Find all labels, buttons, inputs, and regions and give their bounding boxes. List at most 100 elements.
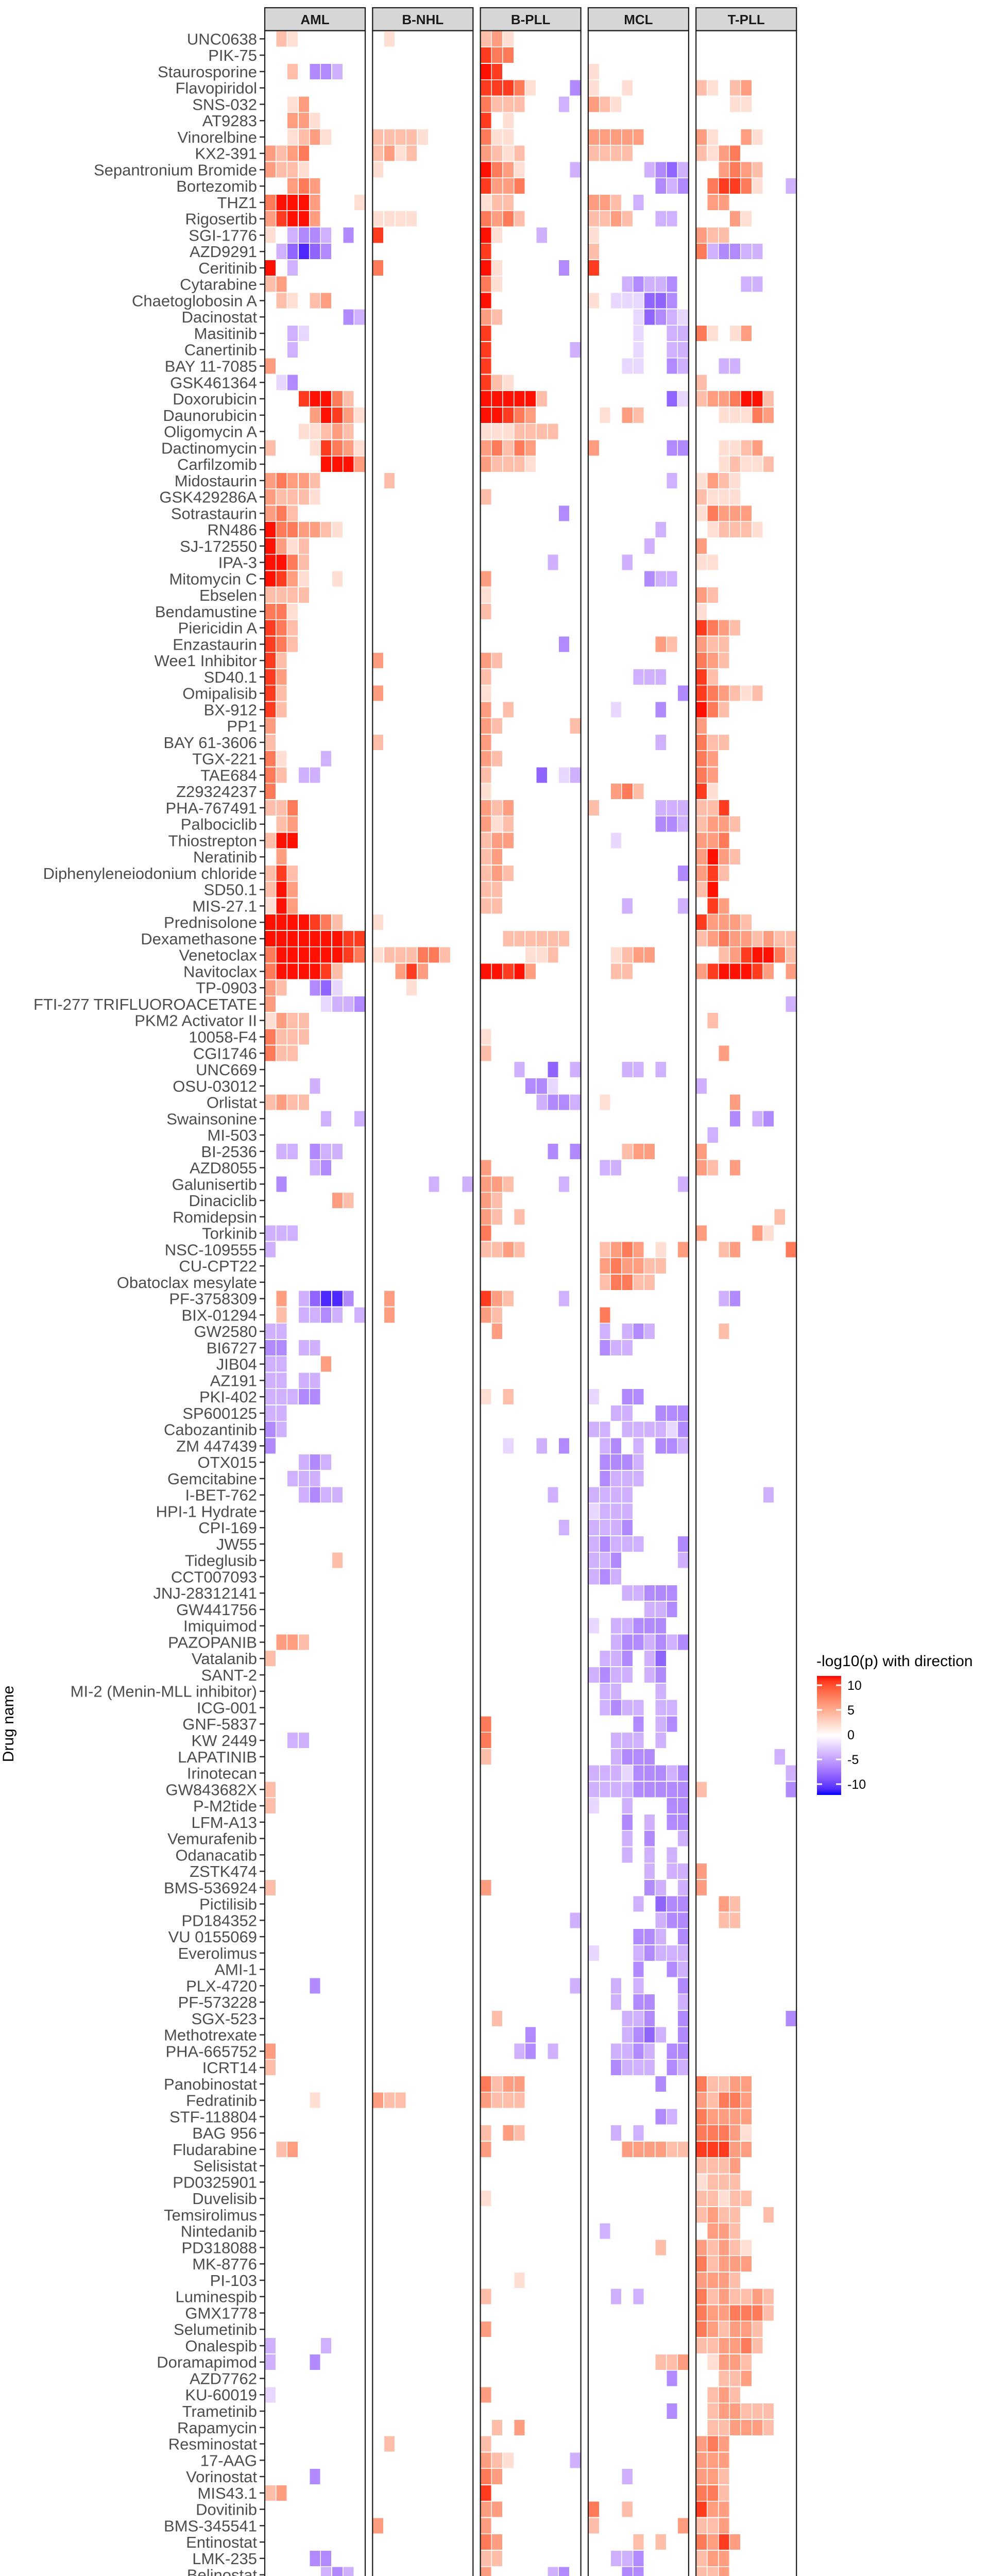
svg-text:VU 0155069: VU 0155069 <box>168 1928 257 1946</box>
svg-text:Ceritinib: Ceritinib <box>198 259 257 277</box>
svg-text:ICG-001: ICG-001 <box>197 1699 257 1717</box>
svg-text:Galunisertib: Galunisertib <box>172 1175 257 1193</box>
svg-text:17-AAG: 17-AAG <box>200 2451 257 2469</box>
svg-text:Dovitinib: Dovitinib <box>196 2501 257 2519</box>
svg-text:PI-103: PI-103 <box>210 2272 257 2290</box>
svg-text:SGX-523: SGX-523 <box>191 2010 257 2028</box>
svg-text:TAE684: TAE684 <box>200 766 257 784</box>
svg-text:MIS43.1: MIS43.1 <box>198 2484 257 2502</box>
svg-text:MI-503: MI-503 <box>208 1126 257 1144</box>
svg-text:Fedratinib: Fedratinib <box>186 2092 257 2110</box>
svg-text:Luminespib: Luminespib <box>175 2288 257 2306</box>
svg-text:NSC-109555: NSC-109555 <box>165 1241 257 1259</box>
svg-text:P-M2tide: P-M2tide <box>193 1797 257 1815</box>
svg-text:PD184352: PD184352 <box>181 1911 257 1929</box>
svg-text:Resminostat: Resminostat <box>168 2435 258 2453</box>
svg-text:MI-2 (Menin-MLL inhibitor): MI-2 (Menin-MLL inhibitor) <box>71 1683 257 1701</box>
svg-text:Pictilisib: Pictilisib <box>199 1895 257 1913</box>
svg-text:Oligomycin A: Oligomycin A <box>164 423 257 441</box>
svg-text:I-BET-762: I-BET-762 <box>185 1486 257 1504</box>
svg-text:5: 5 <box>847 1703 855 1718</box>
svg-text:Mitomycin C: Mitomycin C <box>169 570 257 588</box>
svg-text:UNC669: UNC669 <box>196 1061 257 1079</box>
svg-text:Diphenyleneiodonium chloride: Diphenyleneiodonium chloride <box>43 865 257 883</box>
svg-text:RN486: RN486 <box>208 521 258 539</box>
svg-text:Belinostat: Belinostat <box>187 2566 258 2576</box>
svg-text:Torkinib: Torkinib <box>202 1225 257 1243</box>
svg-text:PP1: PP1 <box>227 717 257 735</box>
svg-text:Romidepsin: Romidepsin <box>173 1208 257 1226</box>
svg-text:Orlistat: Orlistat <box>207 1094 258 1112</box>
svg-text:Ebselen: Ebselen <box>199 586 257 604</box>
svg-text:SD50.1: SD50.1 <box>204 881 257 899</box>
svg-text:Bendamustine: Bendamustine <box>155 603 257 621</box>
svg-text:IPA-3: IPA-3 <box>218 554 257 572</box>
svg-text:OTX015: OTX015 <box>198 1453 257 1471</box>
svg-text:Dacinostat: Dacinostat <box>182 308 258 326</box>
svg-text:BAY 11-7085: BAY 11-7085 <box>165 358 257 376</box>
svg-text:UNC0638: UNC0638 <box>187 30 257 48</box>
svg-text:Daunorubicin: Daunorubicin <box>163 406 257 425</box>
svg-text:Irinotecan: Irinotecan <box>187 1765 257 1783</box>
svg-text:Cytarabine: Cytarabine <box>180 276 257 294</box>
svg-text:Nintedanib: Nintedanib <box>181 2223 257 2241</box>
svg-text:Rapamycin: Rapamycin <box>177 2419 257 2437</box>
svg-text:Chaetoglobosin A: Chaetoglobosin A <box>132 292 257 310</box>
svg-text:MCL: MCL <box>624 12 653 27</box>
svg-text:PAZOPANIB: PAZOPANIB <box>168 1634 257 1652</box>
svg-text:Doxorubicin: Doxorubicin <box>173 390 257 408</box>
svg-text:JIB04: JIB04 <box>216 1355 257 1374</box>
svg-text:Enzastaurin: Enzastaurin <box>173 635 257 653</box>
svg-text:AMI-1: AMI-1 <box>214 1961 257 1979</box>
svg-text:OSU-03012: OSU-03012 <box>173 1077 257 1095</box>
svg-text:PKM2 Activator II: PKM2 Activator II <box>134 1012 257 1030</box>
svg-text:Navitoclax: Navitoclax <box>183 963 257 981</box>
svg-text:-log10(p) with direction: -log10(p) with direction <box>816 1653 973 1670</box>
svg-text:Midostaurin: Midostaurin <box>175 472 257 490</box>
svg-text:SP600125: SP600125 <box>182 1404 257 1422</box>
svg-text:CCT007093: CCT007093 <box>171 1568 257 1586</box>
svg-text:0: 0 <box>847 1728 855 1742</box>
svg-text:AZ191: AZ191 <box>210 1371 257 1389</box>
svg-text:Flavopiridol: Flavopiridol <box>175 79 257 97</box>
svg-text:Rigosertib: Rigosertib <box>185 210 257 228</box>
svg-text:Canertinib: Canertinib <box>184 341 257 359</box>
svg-text:Carfilzomib: Carfilzomib <box>177 455 257 473</box>
svg-text:HPI-1 Hydrate: HPI-1 Hydrate <box>156 1502 257 1520</box>
svg-text:SANT-2: SANT-2 <box>201 1666 257 1684</box>
svg-text:Omipalisib: Omipalisib <box>182 685 257 703</box>
svg-text:MIS-27.1: MIS-27.1 <box>192 897 257 915</box>
svg-text:B-PLL: B-PLL <box>511 12 551 27</box>
svg-text:GNF-5837: GNF-5837 <box>182 1715 257 1733</box>
svg-text:Panobinostat: Panobinostat <box>164 2075 257 2093</box>
svg-text:AML: AML <box>300 12 329 27</box>
svg-text:Vinorelbine: Vinorelbine <box>177 128 257 146</box>
svg-text:Dexamethasone: Dexamethasone <box>141 930 257 948</box>
svg-text:BAY 61-3606: BAY 61-3606 <box>163 734 257 752</box>
svg-text:CPI-169: CPI-169 <box>198 1519 257 1537</box>
svg-text:AZD7762: AZD7762 <box>190 2370 257 2388</box>
svg-text:Swainsonine: Swainsonine <box>166 1110 257 1128</box>
svg-text:Dinaciclib: Dinaciclib <box>189 1192 257 1210</box>
svg-text:KW 2449: KW 2449 <box>191 1732 257 1750</box>
svg-text:Obatoclax mesylate: Obatoclax mesylate <box>117 1274 257 1292</box>
svg-text:Drug name: Drug name <box>0 1686 17 1762</box>
svg-text:TGX-221: TGX-221 <box>192 750 257 768</box>
svg-text:Trametinib: Trametinib <box>182 2402 257 2420</box>
svg-text:Piericidin A: Piericidin A <box>178 619 258 637</box>
svg-text:PF-573228: PF-573228 <box>178 1993 257 2011</box>
svg-text:-10: -10 <box>847 1777 866 1792</box>
svg-text:SGI-1776: SGI-1776 <box>189 227 257 245</box>
svg-text:BAG 956: BAG 956 <box>192 2124 257 2142</box>
svg-text:T-PLL: T-PLL <box>728 12 765 27</box>
svg-text:Prednisolone: Prednisolone <box>164 913 257 931</box>
svg-text:Vorinostat: Vorinostat <box>186 2468 257 2486</box>
svg-text:10058-F4: 10058-F4 <box>189 1028 257 1046</box>
svg-text:ZSTK474: ZSTK474 <box>190 1862 257 1880</box>
svg-text:PKI-402: PKI-402 <box>199 1388 257 1406</box>
svg-text:BX-912: BX-912 <box>204 701 257 719</box>
svg-text:PHA-767491: PHA-767491 <box>165 799 257 817</box>
svg-text:KX2-391: KX2-391 <box>195 145 257 163</box>
svg-text:Tideglusib: Tideglusib <box>185 1552 257 1570</box>
svg-text:Imiquimod: Imiquimod <box>183 1617 257 1635</box>
